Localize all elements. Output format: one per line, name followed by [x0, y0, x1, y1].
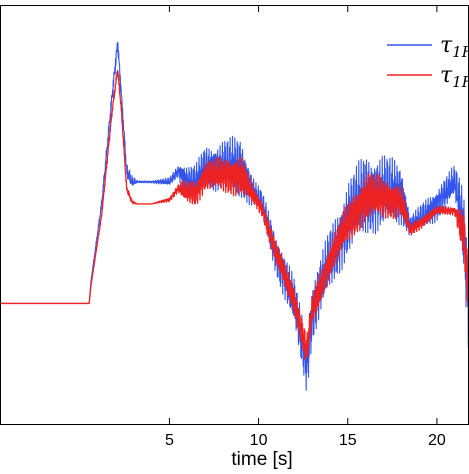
x-tick-label: 20	[428, 432, 446, 449]
series-line-1	[0, 41, 469, 391]
x-tick-label: 15	[339, 432, 357, 449]
x-tick-label: 10	[250, 432, 268, 449]
legend-label-1: τ1F	[440, 33, 469, 61]
x-tick-label: 5	[165, 432, 174, 449]
x-axis-label: time [s]	[231, 449, 292, 469]
legend: τ1Fτ1F	[387, 33, 469, 91]
series-line-2	[0, 69, 469, 360]
legend-label-2: τ1F	[440, 63, 469, 91]
